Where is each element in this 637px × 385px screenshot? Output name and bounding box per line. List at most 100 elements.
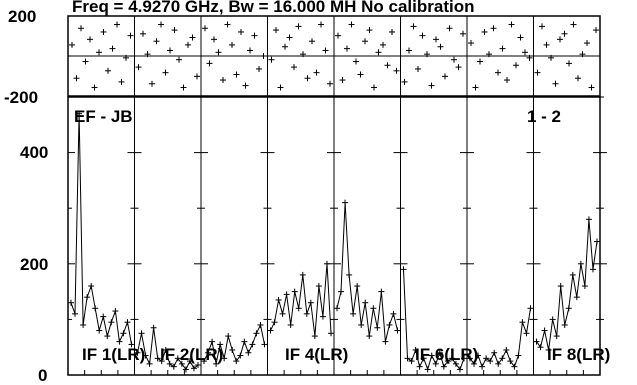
amplitude-point bbox=[225, 333, 232, 340]
phase-point bbox=[442, 73, 448, 80]
phase-point bbox=[415, 65, 421, 72]
phase-point bbox=[114, 21, 120, 28]
phase-point bbox=[499, 45, 506, 52]
phase-point bbox=[481, 28, 488, 35]
phase-point bbox=[451, 56, 457, 63]
phase-point bbox=[224, 21, 231, 28]
phase-point bbox=[242, 82, 249, 89]
phase-point bbox=[202, 25, 208, 32]
phase-point bbox=[522, 49, 528, 56]
amplitude-point bbox=[162, 346, 169, 353]
amplitude-point bbox=[100, 313, 107, 320]
amplitude-line bbox=[137, 327, 199, 371]
amplitude-point bbox=[221, 355, 228, 362]
amplitude-point bbox=[561, 321, 568, 328]
amplitude-point bbox=[88, 283, 95, 290]
phase-point bbox=[552, 80, 559, 87]
phase-point bbox=[109, 45, 116, 52]
amplitude-point bbox=[448, 355, 455, 362]
phase-point bbox=[87, 36, 93, 43]
amplitude-point bbox=[104, 333, 111, 340]
amplitude-point bbox=[201, 358, 207, 365]
phase-point bbox=[300, 51, 306, 58]
amplitude-point bbox=[311, 333, 318, 340]
amp-tick-0: 0 bbox=[38, 366, 47, 385]
amplitude-point bbox=[503, 346, 510, 353]
phase-point bbox=[282, 43, 288, 50]
amplitude-point bbox=[142, 352, 149, 359]
amplitude-point bbox=[338, 288, 345, 295]
phase-point bbox=[455, 64, 462, 71]
amplitude-point bbox=[412, 346, 419, 353]
amplitude-point bbox=[217, 341, 224, 348]
amplitude-point bbox=[150, 324, 157, 331]
amplitude-point bbox=[358, 321, 365, 328]
phase-point bbox=[344, 45, 350, 52]
amplitude-point bbox=[549, 316, 556, 323]
if-label-4: IF 4(LR) bbox=[285, 345, 348, 364]
amplitude-point bbox=[158, 358, 165, 365]
amplitude-point bbox=[553, 333, 560, 340]
amplitude-point bbox=[589, 266, 596, 273]
phase-panel: 200 -200 bbox=[4, 7, 601, 107]
phase-point bbox=[153, 38, 160, 45]
amplitude-point bbox=[134, 349, 141, 356]
amplitude-point bbox=[76, 110, 83, 117]
phase-point bbox=[313, 69, 320, 76]
amplitude-point bbox=[229, 346, 236, 353]
amplitude-point bbox=[495, 360, 502, 367]
phase-point bbox=[539, 23, 545, 30]
amplitude-point bbox=[120, 330, 127, 337]
phase-point bbox=[162, 69, 169, 76]
amplitude-point bbox=[400, 266, 407, 273]
amplitude-point bbox=[124, 319, 131, 326]
amplitude-point bbox=[569, 271, 576, 278]
phase-point bbox=[135, 64, 142, 71]
phase-point bbox=[69, 41, 75, 48]
phase-point bbox=[185, 41, 191, 48]
amplitude-point bbox=[394, 327, 401, 334]
phase-point bbox=[472, 84, 479, 91]
amplitude-point bbox=[257, 321, 264, 328]
if-label-1: IF 1(LR) bbox=[82, 345, 145, 364]
phase-point bbox=[73, 75, 80, 82]
amplitude-point bbox=[154, 355, 161, 362]
phase-point bbox=[517, 34, 524, 41]
amplitude-point bbox=[186, 358, 193, 365]
phase-point bbox=[584, 40, 590, 47]
amplitude-point bbox=[213, 360, 220, 367]
amplitude-point bbox=[523, 330, 530, 337]
amplitude-point bbox=[545, 346, 552, 353]
amplitude-point bbox=[178, 360, 185, 367]
amplitude-point bbox=[452, 360, 459, 367]
amplitude-point bbox=[577, 260, 584, 267]
baseline-label: EF - JB bbox=[74, 107, 133, 126]
phase-point bbox=[504, 77, 510, 84]
amplitude-point bbox=[420, 355, 427, 362]
amplitude-point bbox=[537, 344, 544, 351]
phase-points bbox=[69, 21, 599, 91]
amplitude-point bbox=[436, 349, 443, 356]
phase-point bbox=[548, 54, 554, 61]
phase-point bbox=[171, 27, 178, 34]
amplitude-point bbox=[108, 319, 115, 326]
amplitude-point bbox=[190, 365, 197, 372]
phase-point bbox=[419, 32, 426, 39]
amplitude-point bbox=[370, 305, 377, 312]
amplitude-point bbox=[174, 355, 181, 362]
phase-point bbox=[593, 27, 599, 34]
amplitude-point bbox=[146, 360, 153, 367]
amplitude-line bbox=[336, 202, 398, 342]
phase-point bbox=[384, 62, 391, 69]
phase-point bbox=[100, 28, 107, 35]
phase-point bbox=[526, 54, 533, 61]
phase-point bbox=[233, 71, 240, 78]
amplitude-point bbox=[444, 358, 451, 365]
phase-point bbox=[433, 36, 439, 43]
phase-point bbox=[477, 58, 483, 65]
if-label-8: IF 8(LR) bbox=[547, 345, 610, 364]
phase-point bbox=[211, 36, 217, 43]
phase-point bbox=[167, 47, 173, 54]
amplitude-panel: 400 200 0 EF - JB 1 - 2 IF 1(LR) IF 2(LR… bbox=[20, 96, 610, 385]
amplitude-point bbox=[241, 338, 248, 345]
